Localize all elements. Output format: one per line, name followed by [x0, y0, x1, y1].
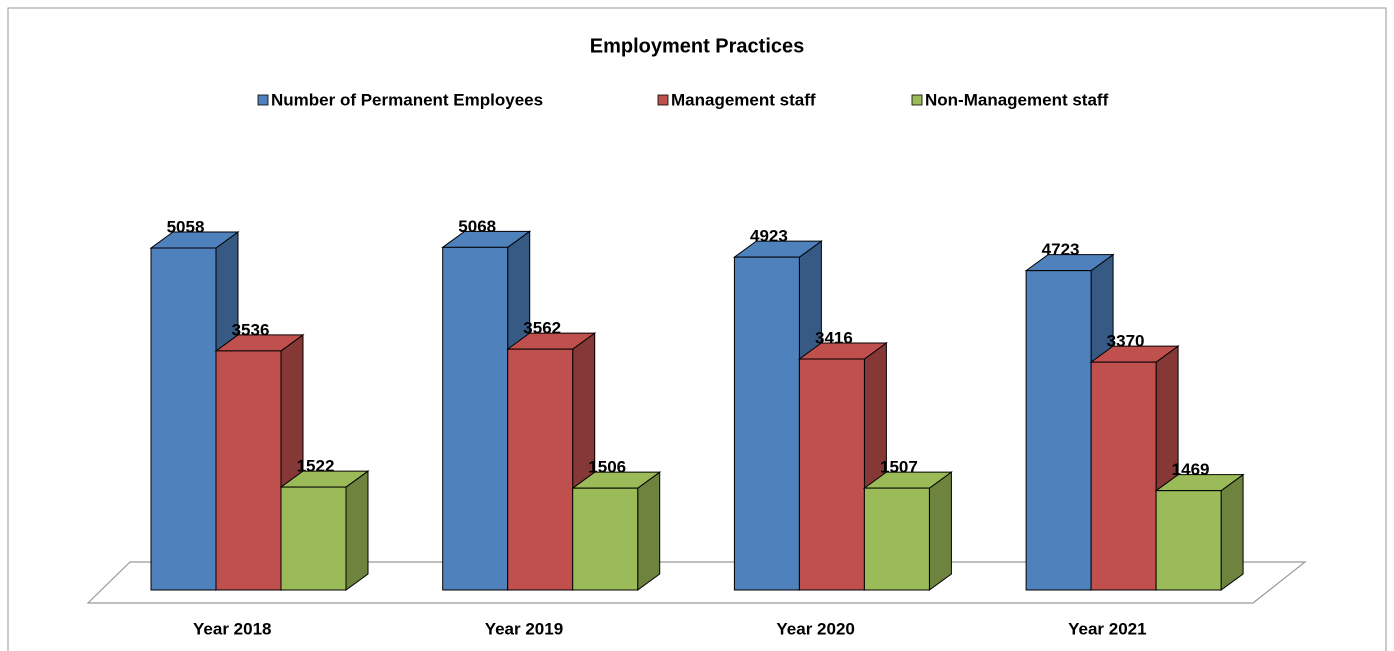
chart-title: Employment Practices [590, 35, 805, 57]
data-label: 3562 [523, 319, 561, 338]
bar [1090, 361, 1157, 591]
data-label: 3416 [815, 329, 853, 348]
x-tick-label: Year 2019 [485, 619, 563, 638]
bar [150, 247, 217, 591]
legend-label: Non-Management staff [925, 90, 1109, 109]
data-label: 5068 [458, 217, 496, 236]
data-label: 5058 [167, 217, 205, 236]
floor [86, 561, 1307, 604]
bar [442, 246, 509, 591]
bar-side [1220, 473, 1244, 591]
data-label: 3536 [232, 320, 270, 339]
bar-side [637, 471, 661, 591]
bar [1155, 490, 1222, 591]
data-label: 1507 [880, 458, 918, 477]
data-label: 1522 [297, 457, 335, 476]
bar-side [345, 470, 369, 591]
x-tick-label: Year 2020 [776, 619, 854, 638]
x-tick-label: Year 2021 [1068, 619, 1146, 638]
bar [1025, 270, 1092, 591]
legend-swatch [911, 94, 923, 106]
data-label: 1469 [1172, 460, 1210, 479]
bar [572, 487, 639, 591]
legend-label: Number of Permanent Employees [271, 90, 543, 109]
bar [215, 350, 282, 591]
bar [863, 487, 930, 591]
bar-side [928, 471, 952, 591]
data-label: 4923 [750, 227, 788, 246]
data-label: 3370 [1107, 332, 1145, 351]
bar [733, 256, 800, 591]
bar [507, 348, 574, 591]
data-label: 4723 [1042, 240, 1080, 259]
legend-swatch [657, 94, 669, 106]
bar [280, 486, 347, 591]
data-label: 1506 [588, 458, 626, 477]
legend-label: Management staff [671, 90, 816, 109]
bar [798, 358, 865, 591]
x-tick-label: Year 2018 [193, 619, 271, 638]
legend-swatch [257, 94, 269, 106]
